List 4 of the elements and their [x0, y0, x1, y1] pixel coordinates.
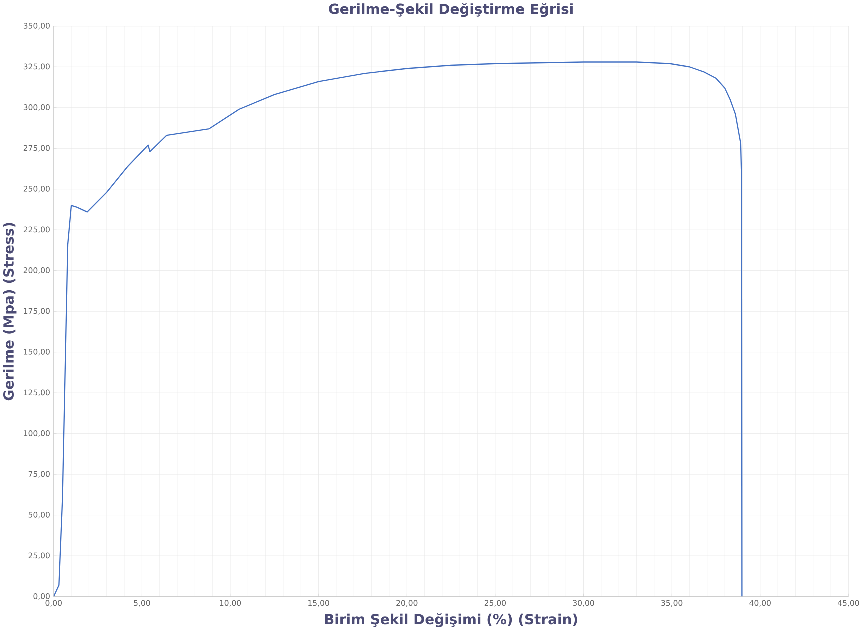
- chart-title: Gerilme-Şekil Değiştirme Eğrisi: [329, 3, 573, 18]
- y-axis-title: Gerilme (Mpa) (Stress): [3, 223, 17, 401]
- line-series: [54, 62, 743, 597]
- x-axis-title: Birim Şekil Değişimi (%) (Strain): [325, 614, 578, 628]
